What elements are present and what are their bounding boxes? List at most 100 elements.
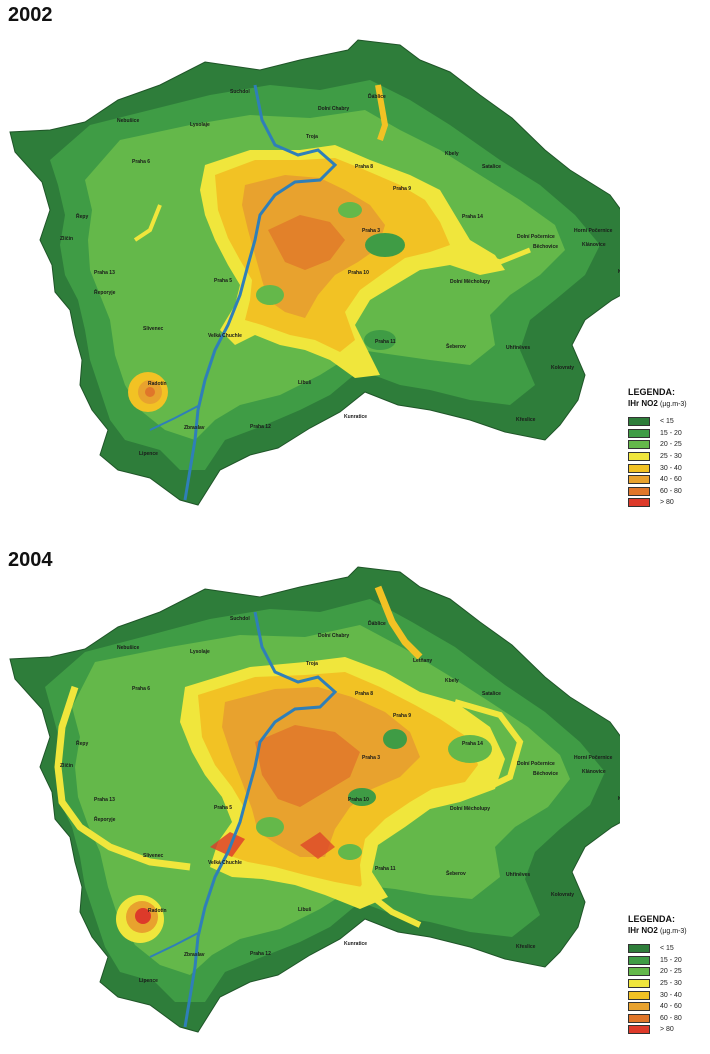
legend-item: 25 - 30 [628, 451, 708, 463]
place-label: Kunratice [344, 941, 367, 947]
legend-item: 20 - 25 [628, 439, 708, 451]
legend-swatch [628, 1025, 650, 1035]
legend-2004: LEGENDA: IHr NO2 (µg.m-3) < 15 15 - 20 20 … [628, 914, 708, 1036]
place-label: Radotín [148, 381, 167, 387]
place-label: Koloděje [618, 269, 620, 275]
legend-label: 25 - 30 [660, 453, 682, 461]
place-label: Suchdol [230, 616, 250, 622]
place-label: Praha 5 [214, 278, 232, 284]
place-label: Letňany [413, 658, 432, 664]
legend-label: 60 - 80 [660, 487, 682, 495]
year-title-2004: 2004 [8, 549, 53, 571]
legend-2002: LEGENDA: IHr NO2 (µg.m-3) < 15 15 - 20 20 … [628, 387, 708, 509]
legend-swatch [628, 979, 650, 989]
place-label: Lipence [139, 978, 158, 984]
legend-item: < 15 [628, 943, 708, 955]
legend-swatch [628, 990, 650, 1000]
place-label: Ďáblice [368, 619, 386, 627]
legend-swatch [628, 463, 650, 473]
legend-label: 40 - 60 [660, 1003, 682, 1011]
place-label: Uhříněves [506, 872, 530, 878]
place-label: Radotín [148, 908, 167, 914]
place-label: Lysolaje [190, 122, 210, 128]
place-label: Velká Chuchle [208, 860, 242, 866]
legend-swatch [628, 498, 650, 508]
legend-swatch [628, 417, 650, 427]
place-label: Praha 10 [348, 797, 369, 803]
legend-subtitle: IHr NO2 (µg.m-3) [628, 926, 687, 935]
place-label: Koloděje [618, 796, 620, 802]
place-label: Nebušice [117, 645, 139, 651]
legend-item: < 15 [628, 416, 708, 428]
legend-label: 60 - 80 [660, 1014, 682, 1022]
place-label: Zbraslav [184, 952, 205, 958]
legend-swatch [628, 967, 650, 977]
place-label: Praha 11 [375, 339, 396, 345]
place-label: Řepy [76, 739, 88, 747]
legend-label: 15 - 20 [660, 429, 682, 437]
legend-items: < 15 15 - 20 20 - 25 25 - 30 30 - 40 40 - 60 6… [628, 416, 708, 509]
place-label: Řepy [76, 212, 88, 220]
place-label: Praha 5 [214, 805, 232, 811]
no2-map-2004: Suchdol Dolní Chabry Ďáblice Troja Praha 8 Pr… [9, 566, 620, 1033]
place-label: Praha 12 [250, 951, 271, 957]
legend-swatch [628, 944, 650, 954]
legend-label: 15 - 20 [660, 956, 682, 964]
place-label: Horní Počernice [574, 755, 613, 761]
place-label: Troja [306, 134, 318, 140]
place-label: Praha 10 [348, 270, 369, 276]
place-label: Zličín [60, 236, 73, 242]
legend-title: LEGENDA: [628, 914, 675, 924]
legend-item: > 80 [628, 1024, 708, 1036]
place-label: Horní Počernice [574, 228, 613, 234]
legend-label: 30 - 40 [660, 464, 682, 472]
legend-item: > 80 [628, 497, 708, 509]
place-labels-2002: Suchdol Dolní Chabry Ďáblice Troja Praha 8 Pr… [60, 89, 620, 457]
place-label: Praha 13 [94, 270, 115, 276]
legend-label: 25 - 30 [660, 980, 682, 988]
place-label: Běchovice [533, 244, 558, 250]
place-label: Klánovice [582, 769, 606, 775]
place-label: Libuš [298, 380, 312, 386]
place-label: Libuš [298, 907, 312, 913]
place-label: Kolovraty [551, 892, 574, 898]
zone-60-80 [268, 215, 345, 270]
place-label: Řeporyje [94, 815, 116, 823]
place-label: Dolní Měcholupy [450, 279, 490, 285]
legend-item: 25 - 30 [628, 978, 708, 990]
legend-title: LEGENDA: [628, 387, 675, 397]
place-label: Uhříněves [506, 345, 530, 351]
legend-swatch [628, 955, 650, 965]
place-label: Praha 6 [132, 686, 150, 692]
place-label: Troja [306, 661, 318, 667]
legend-label: 30 - 40 [660, 991, 682, 999]
place-label: Praha 13 [94, 797, 115, 803]
place-label: Lipence [139, 451, 158, 457]
legend-label: > 80 [660, 499, 674, 507]
place-label: Praha 6 [132, 159, 150, 165]
place-labels-2004: Suchdol Dolní Chabry Ďáblice Troja Praha 8 Pr… [60, 616, 620, 984]
place-label: Satalice [482, 164, 501, 170]
place-label: Zbraslav [184, 425, 205, 431]
place-label: Velká Chuchle [208, 333, 242, 339]
place-label: Satalice [482, 691, 501, 697]
place-label: Kbely [445, 678, 459, 684]
place-label: Lysolaje [190, 649, 210, 655]
legend-item: 15 - 20 [628, 955, 708, 967]
legend-item: 15 - 20 [628, 428, 708, 440]
place-label: Praha 8 [355, 691, 373, 697]
legend-item: 40 - 60 [628, 1001, 708, 1013]
place-label: Běchovice [533, 771, 558, 777]
place-label: Praha 14 [462, 741, 483, 747]
place-label: Praha 3 [362, 755, 380, 761]
legend-item: 60 - 80 [628, 1013, 708, 1025]
legend-swatch [628, 452, 650, 462]
legend-label: < 15 [660, 945, 674, 953]
year-title-2002: 2002 [8, 4, 53, 26]
legend-item: 60 - 80 [628, 486, 708, 498]
place-label: Praha 9 [393, 713, 411, 719]
place-label: Křeslice [516, 417, 536, 423]
place-label: Praha 11 [375, 866, 396, 872]
legend-label: 40 - 60 [660, 476, 682, 484]
legend-swatch [628, 486, 650, 496]
